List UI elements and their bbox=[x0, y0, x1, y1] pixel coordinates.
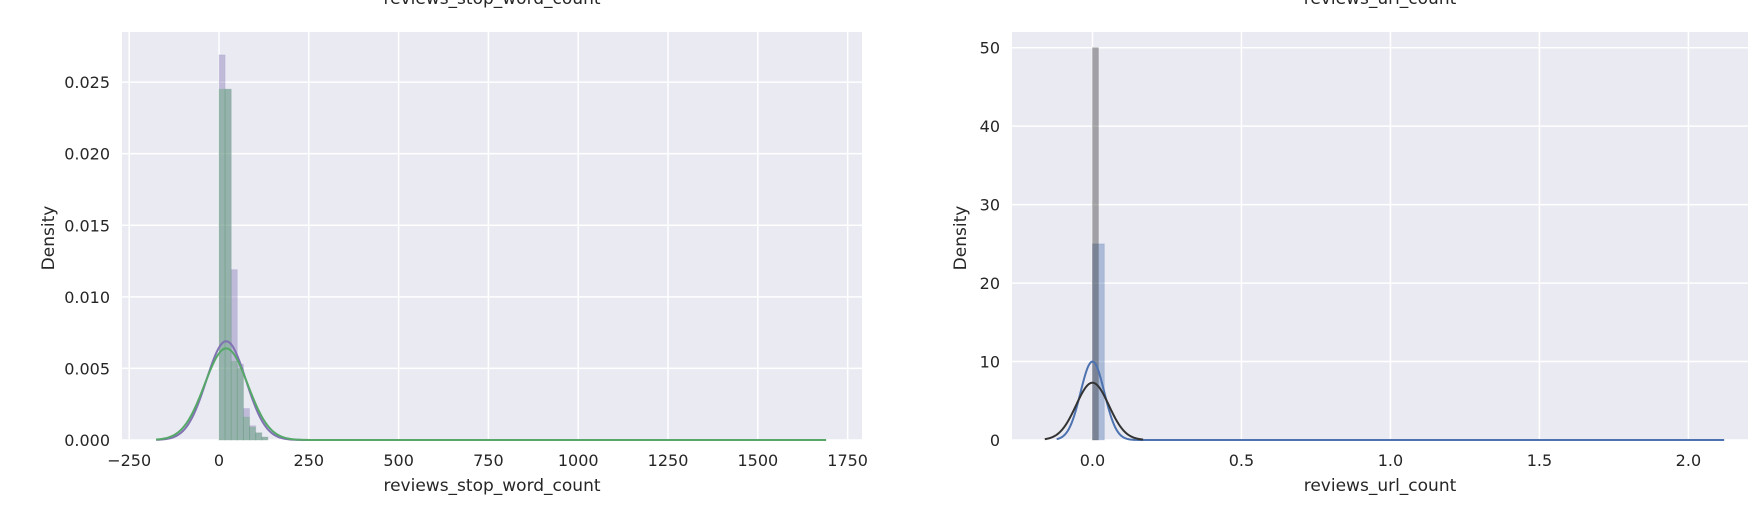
left-histogram-bar-series-0 bbox=[249, 425, 257, 441]
left-x-tick-label: 0 bbox=[214, 451, 224, 470]
left-histogram-bar-series-0 bbox=[255, 432, 263, 441]
right-x-axis-label: reviews_url_count bbox=[1304, 476, 1457, 496]
left-x-tick-label: 250 bbox=[294, 451, 325, 470]
right-kde-line-series-0 bbox=[1056, 360, 1725, 441]
left-histogram-bar-series-1 bbox=[249, 426, 257, 441]
left-histogram-bar-series-0 bbox=[224, 88, 232, 441]
left-x-tick-label: 1500 bbox=[737, 451, 778, 470]
left-x-tick-label: 1750 bbox=[827, 451, 868, 470]
right-plot-area bbox=[1012, 32, 1748, 440]
left-tick-labels: −250 0 250 500 750 1000 1250 1500 1750 0.000 0.005… bbox=[64, 73, 868, 470]
left-y-tick-label: 0.010 bbox=[64, 288, 110, 307]
left-histogram-bar-series-1 bbox=[236, 367, 244, 441]
left-plot-area bbox=[122, 32, 862, 440]
left-kde-curves bbox=[156, 340, 827, 441]
left-y-axis-label: Density bbox=[39, 206, 59, 271]
left-x-axis-label: reviews_stop_word_count bbox=[383, 476, 600, 496]
left-histogram-bar-series-0 bbox=[218, 54, 226, 441]
left-histogram-bar-series-1 bbox=[261, 436, 269, 441]
right-y-tick-label: 40 bbox=[980, 117, 1000, 136]
right-histogram-bar-series-0 bbox=[1091, 243, 1105, 441]
right-x-tick-label: 2.0 bbox=[1676, 451, 1701, 470]
right-y-tick-label: 50 bbox=[980, 39, 1000, 58]
right-y-tick-label: 30 bbox=[980, 196, 1000, 215]
left-y-tick-label: 0.005 bbox=[64, 359, 110, 378]
right-kde-curves bbox=[1044, 360, 1725, 441]
left-y-tick-label: 0.000 bbox=[64, 431, 110, 450]
left-kde-line-series-1 bbox=[156, 347, 827, 441]
left-histogram-bar-series-1 bbox=[230, 360, 238, 441]
left-histogram-bar-series-0 bbox=[242, 408, 251, 441]
left-histogram-bar-series-0 bbox=[261, 436, 269, 441]
right-kde-line-series-1 bbox=[1044, 381, 1144, 441]
left-x-tick-label: −250 bbox=[107, 451, 151, 470]
right-x-tick-label: 1.0 bbox=[1378, 451, 1403, 470]
right-x-tick-label: 0.5 bbox=[1229, 451, 1254, 470]
left-x-tick-label: 500 bbox=[383, 451, 414, 470]
right-x-tick-label: 1.5 bbox=[1527, 451, 1552, 470]
left-y-tick-label: 0.020 bbox=[64, 145, 110, 164]
right-tick-labels: 0.0 0.5 1.0 1.5 2.0 0 10 20 30 40 50 bbox=[980, 39, 1701, 470]
right-y-tick-label: 10 bbox=[980, 353, 1000, 372]
left-histogram-bar-series-1 bbox=[218, 88, 226, 441]
left-x-tick-label: 1000 bbox=[558, 451, 599, 470]
right-gridlines bbox=[1012, 32, 1748, 441]
left-histogram-bar-series-1 bbox=[255, 432, 263, 441]
right-histogram-bar-series-1 bbox=[1091, 47, 1099, 441]
left-y-tick-label: 0.015 bbox=[64, 216, 110, 235]
left-chart-title: reviews_stop_word_count bbox=[383, 0, 600, 9]
right-y-tick-label: 0 bbox=[990, 431, 1000, 450]
right-x-tick-label: 0.0 bbox=[1080, 451, 1105, 470]
left-x-tick-label: 1250 bbox=[648, 451, 689, 470]
right-chart-title: reviews_url_count bbox=[1304, 0, 1457, 9]
left-y-tick-label: 0.025 bbox=[64, 73, 110, 92]
left-density-plot: reviews_stop_word_count −250 0 250 500 750 10… bbox=[39, 0, 868, 496]
right-y-tick-label: 20 bbox=[980, 274, 1000, 293]
left-histogram-bar-series-1 bbox=[224, 88, 232, 441]
right-density-plot: reviews_url_count 0.0 0.5 1.0 1.5 2.0 0 10 20 30… bbox=[951, 0, 1748, 496]
right-y-axis-label: Density bbox=[951, 206, 971, 271]
right-histogram-bars bbox=[1091, 47, 1105, 441]
left-histogram-bar-series-1 bbox=[242, 416, 251, 441]
left-x-tick-label: 750 bbox=[473, 451, 504, 470]
